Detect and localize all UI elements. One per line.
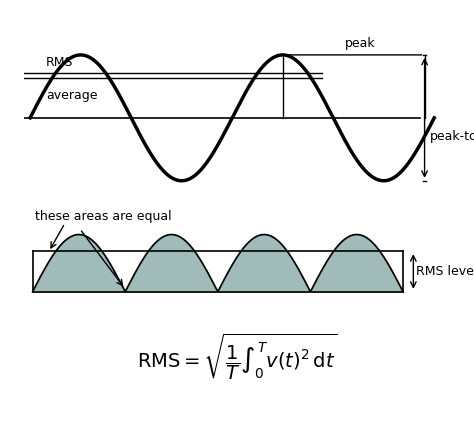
Text: these areas are equal: these areas are equal [36,210,172,223]
Text: $\mathrm{RMS} = \sqrt{\dfrac{1}{T}\int_0^T v(t)^2\,\mathrm{d}t}$: $\mathrm{RMS} = \sqrt{\dfrac{1}{T}\int_0… [137,332,337,382]
Text: peak-to-peak: peak-to-peak [429,130,474,143]
Text: peak: peak [345,37,375,50]
Text: RMS level: RMS level [416,265,474,278]
Text: RMS: RMS [46,56,74,69]
Text: average: average [46,89,98,102]
